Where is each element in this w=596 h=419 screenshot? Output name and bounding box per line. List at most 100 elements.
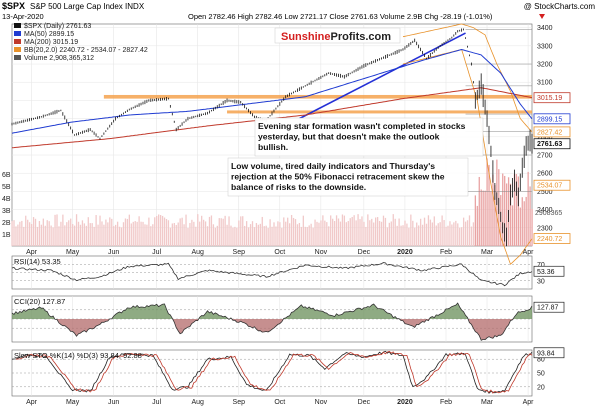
volume-bar <box>249 224 252 246</box>
volume-bar <box>195 226 197 246</box>
volume-bar <box>25 215 27 246</box>
volume-bar <box>445 226 447 246</box>
annotation-line: Low volume, tired daily indicators and T… <box>231 161 435 171</box>
volume-bar <box>472 222 475 246</box>
y-tick-label: 2300 <box>537 225 553 232</box>
volume-bar <box>132 221 134 246</box>
volume-bar <box>58 226 60 246</box>
volume-bar <box>122 222 125 246</box>
rsi-y-label: 70 <box>537 262 545 269</box>
legend-entry: Volume 2,908,365,312 <box>24 55 94 62</box>
volume-bar <box>376 217 379 246</box>
volume-bar <box>386 227 389 246</box>
legend-entry: BB(20,2.0) 2240.72 - 2534.07 - 2827.42 <box>24 47 148 54</box>
volume-bar <box>408 227 410 246</box>
volume-bar <box>449 221 451 246</box>
volume-bar <box>177 222 179 246</box>
volume-bar <box>433 216 435 246</box>
volume-bar <box>400 225 402 246</box>
volume-bar <box>523 201 525 246</box>
volume-bar <box>494 185 496 246</box>
rsi-y-label: 30 <box>537 278 545 285</box>
x-tick-label: Mar <box>481 249 494 256</box>
x-tick-label: Jul <box>152 249 161 256</box>
volume-axis-label: 4B <box>2 196 11 203</box>
volume-bar <box>220 218 222 246</box>
volume-bar <box>87 217 89 246</box>
annotation-box <box>227 157 469 197</box>
cci-value-label: 127.87 <box>537 305 559 312</box>
volume-bar <box>269 219 271 246</box>
volume-bar <box>316 221 318 246</box>
volume-bar <box>412 220 414 246</box>
rsi-value-label: 53.36 <box>537 269 555 276</box>
volume-bar <box>228 216 230 246</box>
volume-bar <box>447 225 449 246</box>
volume-bar <box>68 220 70 246</box>
down-arrow-icon <box>539 14 545 19</box>
volume-bar <box>505 183 508 246</box>
volume-bar <box>371 218 373 246</box>
volume-bar <box>169 227 172 246</box>
volume-bar <box>222 218 224 246</box>
volume-bar <box>111 218 113 246</box>
right-value-box <box>533 126 571 138</box>
volume-bar <box>484 190 486 246</box>
volume-bar <box>216 225 218 246</box>
volume-bar <box>330 215 332 246</box>
volume-bar <box>253 227 256 246</box>
volume-bar <box>531 208 533 246</box>
volume-bar <box>353 215 355 246</box>
volume-bar <box>134 221 136 246</box>
volume-bar <box>365 226 367 246</box>
volume-bar <box>478 176 480 246</box>
bollinger-upper <box>402 23 533 133</box>
right-value-label: 2899.15 <box>537 116 562 123</box>
volume-bar <box>375 217 377 246</box>
volume-bar <box>466 220 469 246</box>
copyright: @ StockCharts.com <box>524 2 596 11</box>
volume-bar <box>318 222 320 246</box>
volume-bar <box>480 189 482 246</box>
volume-bar <box>60 221 62 246</box>
x-tick-label: Dec <box>358 249 371 256</box>
volume-bar <box>44 225 46 246</box>
right-value-box <box>533 233 571 244</box>
volume-bar <box>502 173 504 246</box>
volume-bar <box>28 222 31 246</box>
volume-bar <box>437 223 439 246</box>
volume-bar <box>302 215 304 246</box>
volume-bar <box>427 215 430 246</box>
volume-bar <box>109 217 111 246</box>
volume-bar <box>255 223 258 246</box>
volume-bar <box>152 224 154 246</box>
volume-bar <box>165 219 168 246</box>
right-value-label: 2761.63 <box>537 141 562 148</box>
right-value-box <box>533 113 571 125</box>
volume-bar <box>529 186 531 246</box>
volume-bar <box>107 222 109 246</box>
volume-bar <box>488 164 490 246</box>
volume-bar <box>232 227 234 246</box>
sto-line <box>11 350 533 394</box>
volume-bar <box>48 221 50 246</box>
volume-bar <box>126 218 129 246</box>
volume-bar <box>159 215 162 246</box>
volume-bar <box>83 223 86 246</box>
volume-bar <box>158 214 160 246</box>
volume-bar <box>218 218 220 246</box>
x-tick-label-bottom: Apr <box>523 399 535 406</box>
volume-axis-label: 6B <box>2 172 11 179</box>
volume-bar <box>161 215 164 246</box>
volume-bar <box>240 216 242 246</box>
volume-bar <box>79 224 82 246</box>
volume-bar <box>115 224 117 246</box>
x-tick-label-bottom: Aug <box>191 399 204 406</box>
volume-bar <box>242 216 244 246</box>
volume-bar <box>70 218 72 246</box>
brand-logo: SunshineProfits.com <box>274 27 401 44</box>
volume-bar <box>50 225 52 246</box>
volume-bar <box>265 225 267 246</box>
